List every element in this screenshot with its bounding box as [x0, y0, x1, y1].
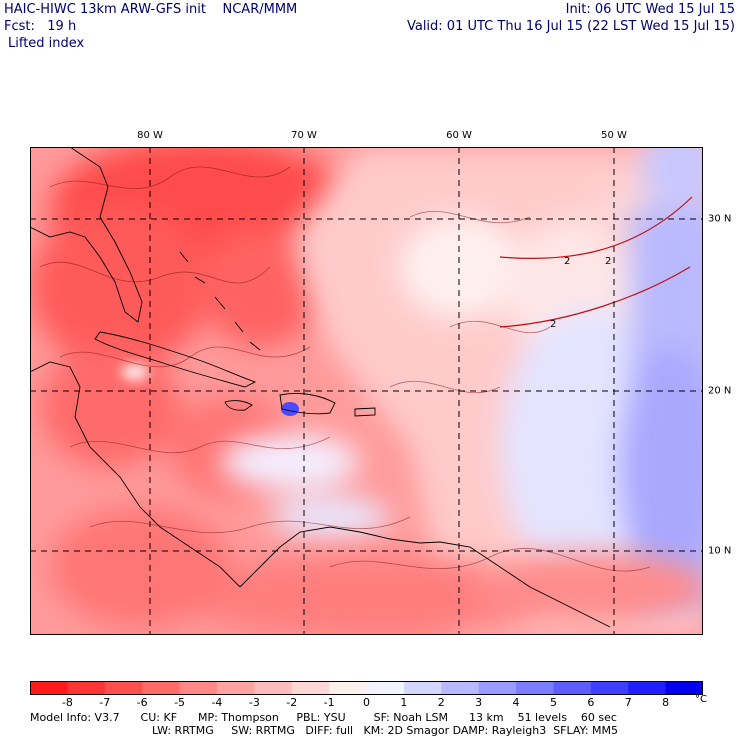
- contour-label: 2: [605, 256, 611, 267]
- contour-label: 2: [564, 256, 570, 267]
- contour-lines: [39, 166, 651, 572]
- colorbar-swatch: [478, 681, 517, 695]
- colorbar-swatch: [441, 681, 480, 695]
- colorbar-swatch: [179, 681, 218, 695]
- colorbar-unit: °C: [695, 694, 707, 705]
- stable-spot: [121, 364, 149, 380]
- contour-minus-2: [499, 266, 691, 328]
- latitude-label: 20 N: [708, 385, 732, 397]
- coastlines: [30, 147, 611, 628]
- longitude-label: 60 W: [446, 130, 472, 141]
- colorbar-tick-label: 8: [662, 696, 670, 709]
- colorbar-swatch: [142, 681, 181, 695]
- graticule: [30, 147, 703, 635]
- colorbar-tick-label: 3: [475, 696, 483, 709]
- colorbar-swatch: [30, 681, 68, 695]
- colorbar-swatch: [628, 681, 667, 695]
- colorbar-tick-label: 5: [549, 696, 557, 709]
- field-name: Lifted index: [8, 36, 85, 51]
- colorbar-tick-label: -5: [174, 696, 186, 709]
- colorbar-swatch: [254, 681, 293, 695]
- latitude-label: 30 N: [708, 213, 732, 225]
- colorbar-tick-label: -1: [323, 696, 335, 709]
- colorbar-tick-label: -3: [248, 696, 260, 709]
- colorbar-swatch: [553, 681, 592, 695]
- colorbar-swatch: [329, 681, 367, 695]
- colorbar-swatch: [104, 681, 143, 695]
- longitude-label: 70 W: [291, 130, 317, 141]
- colorbar-swatch: [665, 681, 703, 695]
- colorbar-tick-label: -6: [136, 696, 148, 709]
- colorbar-tick-label: 7: [624, 696, 632, 709]
- map-border: [30, 147, 703, 635]
- colorbar-tick-label: -4: [211, 696, 223, 709]
- positive-index-area: [620, 147, 703, 607]
- colorbar-swatch: [291, 681, 330, 695]
- colorbar-tick-label: 0: [363, 696, 370, 709]
- colorbar-tick-label: 6: [587, 696, 595, 709]
- colorbar-tick-label: -2: [286, 696, 298, 709]
- southern-instability-area: [50, 507, 703, 635]
- colorbar-swatch: [366, 681, 405, 695]
- colorbar-tick-label: 2: [437, 696, 445, 709]
- model-title: HAIC-HIWC 13km ARW-GFS init NCAR/MMM: [4, 2, 298, 17]
- colorbar-tick-label: 1: [400, 696, 408, 709]
- init-time: Init: 06 UTC Wed 15 Jul 15: [565, 2, 735, 17]
- forecast-hour: Fcst: 19 h: [4, 19, 77, 34]
- colorbar-swatch: [216, 681, 255, 695]
- strong-positive-spot: [281, 402, 299, 416]
- colorbar-tick-label: -7: [99, 696, 111, 709]
- colorbar-swatch: [516, 681, 554, 695]
- model-info-line2: LW: RRTMG SW: RRTMG DIFF: full KM: 2D Sm…: [152, 724, 618, 737]
- colorbar-swatch: [590, 681, 629, 695]
- longitude-label: 50 W: [601, 130, 627, 141]
- map-panel: 2 2 2: [30, 147, 703, 635]
- contour-minus-2: [499, 196, 693, 260]
- latitude-label: 10 N: [708, 545, 732, 557]
- contour-label: 2: [550, 319, 556, 330]
- colorbar-tick-label: 4: [512, 696, 520, 709]
- colorbar: [30, 681, 703, 695]
- valid-time: Valid: 01 UTC Thu 16 Jul 15 (22 LST Wed …: [406, 19, 735, 34]
- colorbar-tick-label: -8: [61, 696, 73, 709]
- model-info-line1: Model Info: V3.7 CU: KF MP: Thompson PBL…: [30, 711, 617, 724]
- longitude-label: 80 W: [137, 130, 163, 141]
- colorbar-swatch: [67, 681, 106, 695]
- colorbar-swatch: [403, 681, 442, 695]
